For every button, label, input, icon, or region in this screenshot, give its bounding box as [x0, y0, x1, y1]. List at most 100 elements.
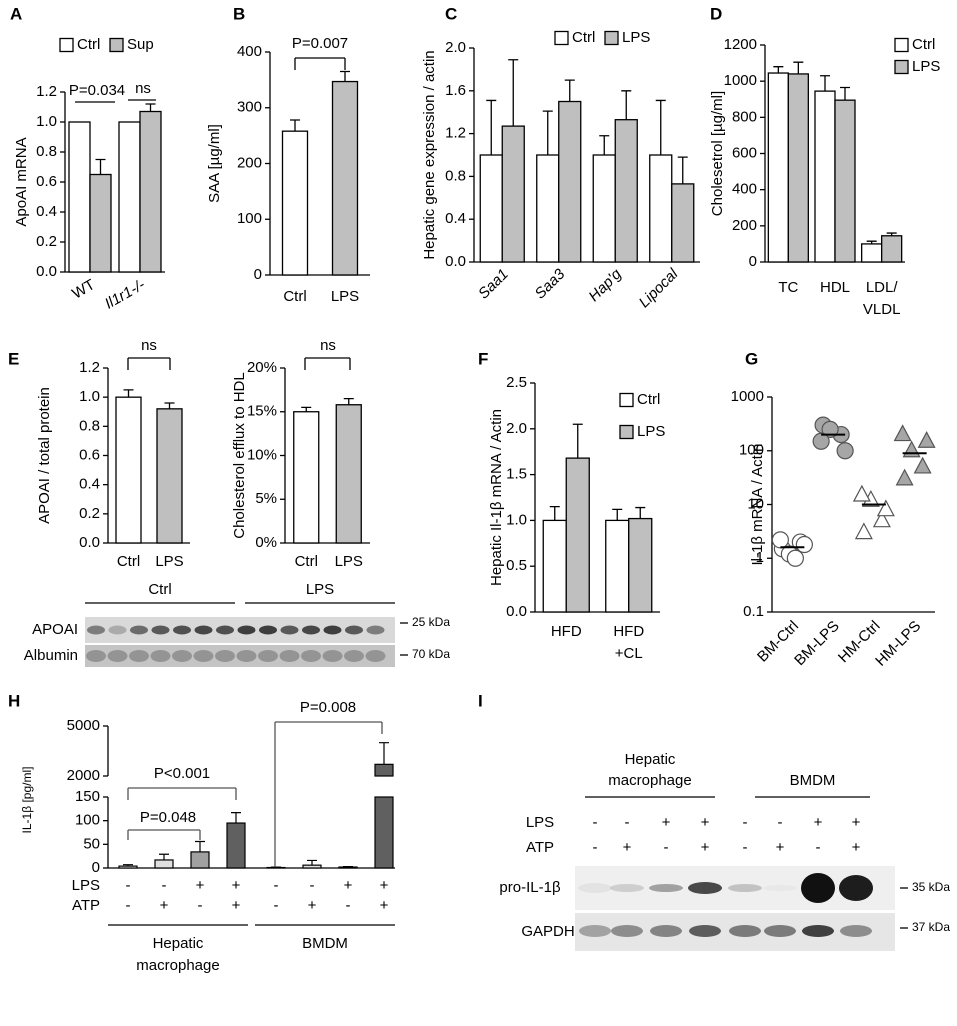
bar	[374, 763, 394, 777]
y-tick-label: 0.0	[445, 253, 466, 270]
bar	[156, 408, 183, 544]
row-value: +	[308, 897, 317, 914]
panel-letter: B	[233, 4, 245, 23]
error-bar	[599, 135, 610, 155]
error-bar	[343, 397, 354, 405]
row-value: -	[593, 839, 598, 856]
error-bar	[866, 240, 877, 244]
band	[688, 882, 722, 894]
y-tick-label: 0.0	[506, 603, 527, 620]
band	[764, 925, 796, 937]
row-value: +	[160, 897, 169, 914]
bar	[68, 121, 91, 273]
row-value: +	[380, 897, 389, 914]
row-value: +	[196, 877, 205, 894]
blot-group: Ctrl	[148, 581, 171, 598]
bar	[565, 457, 590, 613]
y-tick-label: 1200	[724, 36, 757, 53]
row-value: -	[310, 877, 315, 894]
legend-label: Ctrl	[637, 391, 660, 408]
annotation: ns	[135, 80, 151, 97]
y-tick-label: 1.2	[79, 359, 100, 376]
legend-label: Ctrl	[77, 36, 100, 53]
point	[876, 499, 895, 517]
point	[812, 432, 830, 450]
row-label: ATP	[72, 897, 100, 914]
band	[108, 625, 127, 635]
panel-letter: D	[710, 4, 722, 23]
point	[852, 484, 871, 502]
band	[322, 650, 343, 662]
row-value: -	[274, 897, 279, 914]
row-value: -	[778, 814, 783, 831]
x-tick-label: VLDL	[863, 301, 901, 318]
band	[689, 925, 721, 937]
bar	[115, 396, 142, 544]
band	[173, 625, 191, 635]
point	[795, 535, 813, 554]
error-bar	[621, 90, 632, 120]
band	[216, 625, 234, 635]
blot-group: macrophage	[608, 772, 691, 789]
band	[579, 925, 611, 937]
y-axis-label: ApoAI mRNA	[13, 137, 30, 226]
error-bar	[820, 75, 830, 92]
y-tick-label: 20%	[247, 359, 277, 376]
y-tick-label: 0.8	[79, 417, 100, 434]
bar	[628, 517, 653, 613]
band	[650, 925, 682, 937]
y-tick-label: 1.6	[445, 82, 466, 99]
band	[151, 625, 170, 635]
legend-label: LPS	[637, 423, 665, 440]
legend-swatch	[619, 392, 634, 408]
bar	[542, 519, 567, 613]
x-tick-label: Ctrl	[283, 288, 306, 305]
legend-label: LPS	[622, 29, 650, 46]
y-tick-label: 0.0	[36, 263, 57, 280]
bar	[558, 100, 582, 263]
row-value: +	[232, 897, 241, 914]
bar	[139, 110, 162, 273]
error-bar	[572, 423, 583, 459]
row-value: +	[776, 839, 785, 856]
blot-group: BMDM	[790, 772, 836, 789]
x-tick-label: +CL	[615, 645, 643, 662]
row-value: +	[344, 877, 353, 894]
y-tick-label: 1.2	[445, 125, 466, 142]
error-bar	[549, 506, 560, 521]
point	[872, 510, 891, 528]
row-value: -	[126, 877, 131, 894]
legend-swatch	[894, 59, 909, 75]
band	[649, 884, 683, 892]
bar	[592, 154, 616, 263]
error-bar	[886, 232, 897, 236]
y-tick-label: 0.2	[36, 233, 57, 250]
point	[895, 468, 914, 486]
blot-group: LPS	[306, 581, 334, 598]
band	[129, 650, 149, 662]
y-tick-label: 0.4	[36, 203, 57, 220]
error-bar	[508, 59, 519, 127]
error-bar	[307, 859, 317, 866]
panel-letter: F	[478, 349, 488, 368]
y-axis-label: Hepatic Il-1β mRNA / Actin	[488, 409, 505, 586]
y-tick-label: 0.8	[36, 143, 57, 160]
error-bar	[290, 119, 300, 132]
error-bar	[301, 406, 312, 412]
row-value: +	[701, 814, 710, 831]
y-tick-label: 0%	[255, 534, 277, 551]
group-label: BMDM	[302, 935, 348, 952]
annotation: P<0.001	[154, 765, 210, 782]
y-axis-label: Cholesetrol [µg/ml]	[709, 91, 726, 216]
y-tick-label: 300	[237, 99, 262, 116]
point	[821, 420, 839, 438]
error-bar	[655, 99, 666, 155]
annotation: P=0.007	[292, 35, 348, 52]
bar	[154, 859, 174, 869]
bar	[767, 72, 789, 263]
legend-swatch	[109, 37, 124, 53]
y-tick-label: 2.0	[506, 420, 527, 437]
panel-letter: C	[445, 4, 457, 23]
row-value: +	[662, 814, 671, 831]
legend-swatch	[619, 424, 634, 440]
